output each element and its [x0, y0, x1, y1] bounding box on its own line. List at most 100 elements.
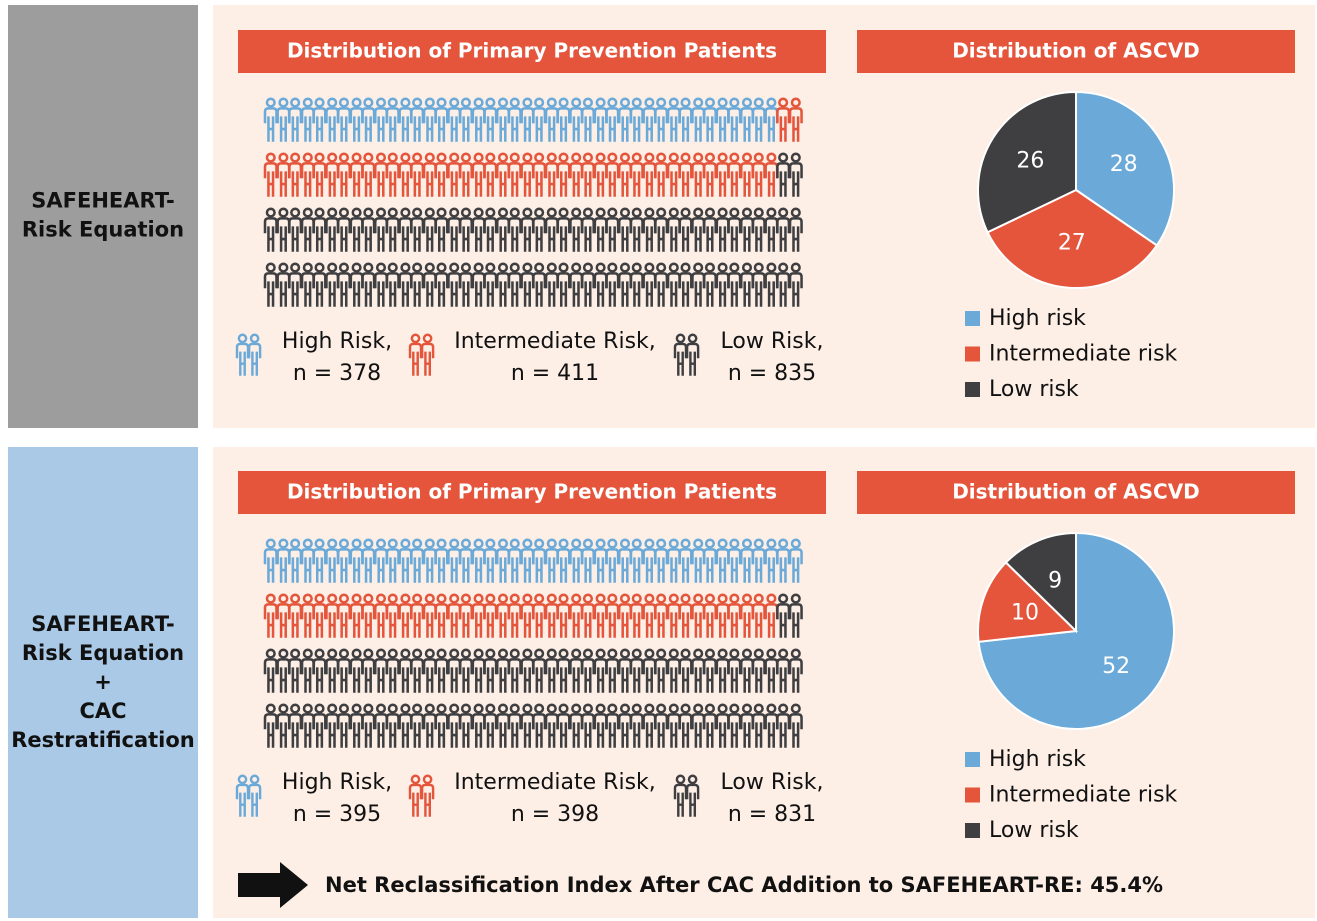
person-pair	[434, 207, 462, 252]
person-head	[375, 648, 387, 659]
person-body	[776, 603, 791, 638]
person-pair	[385, 538, 413, 583]
person-head	[363, 207, 374, 218]
person-body	[410, 603, 425, 638]
legend-count: n = 411	[511, 361, 599, 386]
person-head	[729, 97, 740, 108]
person-pair	[458, 538, 486, 583]
person-pair	[263, 262, 291, 307]
person-head	[327, 207, 338, 218]
person-pair	[483, 648, 511, 693]
person-pair	[434, 703, 462, 748]
header-bar	[238, 30, 826, 73]
person-head	[741, 538, 753, 549]
person-body	[507, 217, 522, 252]
legend-label: Intermediate risk	[989, 783, 1178, 808]
person-body	[263, 107, 278, 142]
person-pair	[776, 648, 803, 693]
person-head	[668, 207, 679, 218]
person-body	[715, 217, 730, 252]
person-body	[678, 548, 693, 583]
person-body	[532, 658, 547, 693]
person-head	[400, 152, 411, 163]
header-bar	[857, 471, 1295, 514]
person-head	[619, 703, 631, 714]
person-head	[687, 333, 698, 344]
person-pair	[288, 703, 315, 748]
person-head	[680, 593, 691, 604]
person-head	[338, 207, 350, 218]
person-head	[497, 262, 509, 273]
person-body	[642, 162, 657, 197]
person-body	[434, 107, 449, 142]
person-body	[447, 107, 462, 142]
person-pair	[673, 333, 700, 376]
person-head	[363, 593, 374, 604]
person-head	[741, 648, 753, 659]
person-body	[776, 548, 791, 583]
person-pair	[702, 703, 730, 748]
person-pair	[483, 703, 511, 748]
person-pair	[580, 207, 608, 252]
person-body	[458, 162, 473, 197]
person-head	[778, 152, 789, 163]
person-body	[727, 713, 742, 748]
person-body	[373, 162, 389, 197]
person-pair	[410, 593, 437, 638]
person-head	[717, 538, 728, 549]
person-pair	[678, 703, 706, 748]
person-body	[715, 107, 730, 142]
person-body	[458, 217, 473, 252]
person-body	[507, 548, 522, 583]
person-pair	[312, 593, 340, 638]
pie-title: Distribution of ASCVD	[952, 39, 1200, 63]
person-pair	[702, 538, 730, 583]
person-head	[278, 152, 289, 163]
person-head	[631, 593, 642, 604]
person-head	[509, 538, 520, 549]
person-body	[312, 713, 327, 748]
legend-count: n = 398	[511, 802, 599, 827]
person-pair	[580, 703, 608, 748]
person-body	[471, 272, 486, 307]
person-pair	[605, 97, 633, 142]
person-head	[338, 97, 350, 108]
person-body	[605, 548, 620, 583]
legend-label: High risk	[989, 306, 1086, 331]
person-pair	[458, 703, 486, 748]
person-pair	[263, 593, 291, 638]
person-body	[398, 107, 413, 142]
person-pair	[654, 262, 681, 307]
person-pair	[776, 152, 803, 197]
person-body	[605, 107, 620, 142]
person-body	[458, 713, 473, 748]
person-head	[668, 152, 679, 163]
person-body	[349, 217, 364, 252]
person-pair	[385, 152, 413, 197]
person-head	[693, 648, 704, 659]
person-body	[642, 548, 657, 583]
person-pair	[507, 152, 535, 197]
person-body	[544, 162, 559, 197]
person-head	[522, 97, 533, 108]
person-head	[290, 97, 301, 108]
person-head	[546, 593, 557, 604]
person-body	[325, 107, 340, 142]
person-head	[387, 703, 398, 714]
person-head	[741, 593, 753, 604]
person-body	[580, 713, 595, 748]
person-head	[582, 97, 594, 108]
person-pair	[751, 152, 779, 197]
person-head	[704, 262, 716, 273]
person-body	[458, 272, 473, 307]
person-body	[325, 217, 340, 252]
person-body	[788, 548, 803, 583]
person-pair	[235, 333, 262, 376]
person-head	[249, 333, 260, 344]
person-head	[656, 262, 667, 273]
person-pair	[751, 262, 779, 307]
person-body	[617, 713, 633, 748]
person-pair	[702, 262, 730, 307]
person-head	[265, 538, 276, 549]
person-pair	[361, 262, 389, 307]
